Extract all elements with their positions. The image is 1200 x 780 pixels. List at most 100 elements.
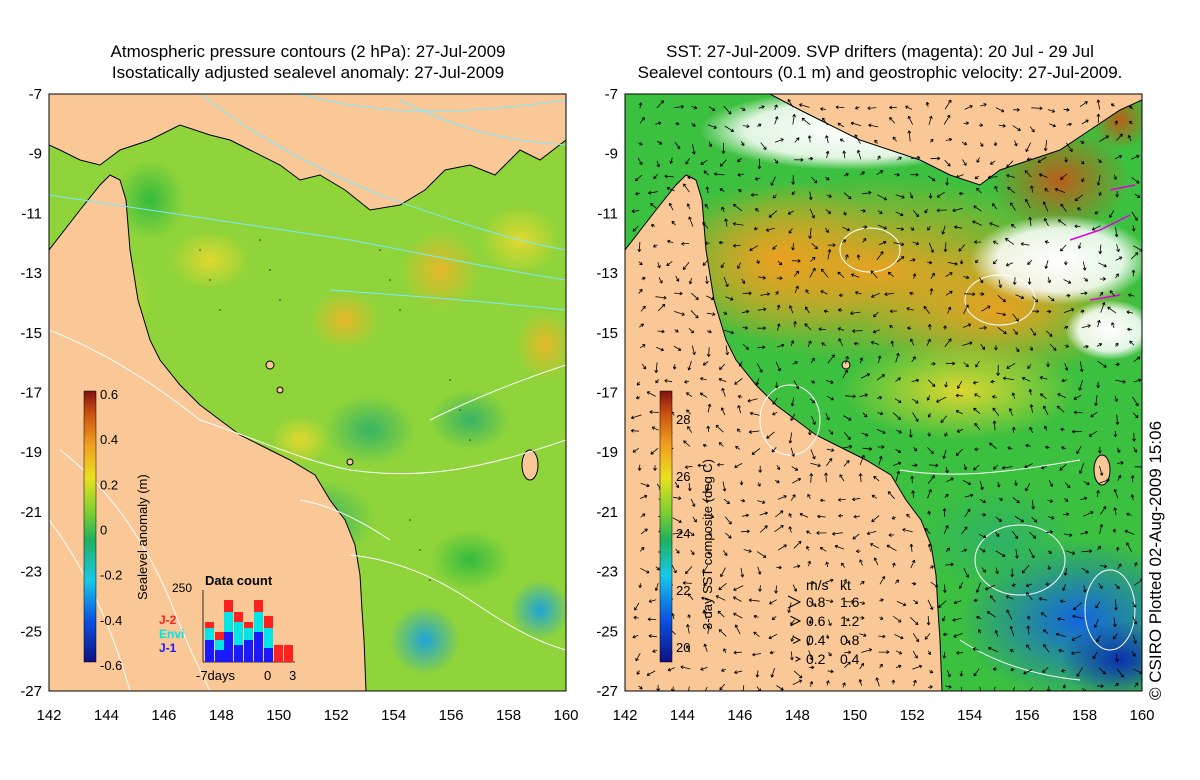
velocity-arrow <box>844 661 851 668</box>
velocity-arrow <box>942 449 947 459</box>
velocity-arrow <box>683 183 690 193</box>
velocity-arrow <box>1001 465 1013 470</box>
velocity-arrow <box>994 345 998 351</box>
velocity-arrow <box>790 619 795 626</box>
velocity-arrow <box>809 600 817 607</box>
velocity-arrow <box>718 240 724 245</box>
velocity-arrow <box>855 291 862 295</box>
velocity-arrow <box>702 361 709 366</box>
velocity-arrow <box>928 115 933 125</box>
velocity-arrow <box>995 550 1006 557</box>
velocity-arrow <box>945 466 949 474</box>
velocity-arrow <box>889 105 897 110</box>
velocity-arrow <box>1096 113 1101 124</box>
velocity-arrow <box>1063 512 1070 517</box>
velocity-arrow <box>740 498 746 503</box>
lat-label: -11 <box>21 205 42 222</box>
velocity-arrow <box>962 341 973 346</box>
velocity-arrow <box>792 361 798 365</box>
velocity-arrow <box>886 544 897 552</box>
velocity-arrow <box>1113 430 1118 438</box>
velocity-arrow <box>787 99 794 108</box>
velocity-arrow <box>719 683 726 691</box>
velocity-arrow <box>701 596 709 601</box>
velocity-arrow <box>687 614 691 619</box>
velocity-arrow <box>912 633 920 643</box>
velocity-arrow <box>1030 185 1034 193</box>
velocity-arrow <box>1021 376 1031 382</box>
velocity-arrow <box>1096 490 1100 498</box>
velocity-arrow <box>686 409 691 415</box>
velocity-arrow <box>1014 140 1018 147</box>
svp-drifter-tracks <box>1069 184 1136 301</box>
velocity-arrow <box>664 379 673 383</box>
velocity-arrow <box>742 325 749 330</box>
velocity-arrow <box>747 398 758 403</box>
velocity-arrow <box>1096 684 1104 689</box>
velocity-arrow <box>1021 564 1030 574</box>
velocity-arrow <box>958 582 964 589</box>
velocity-arrow <box>757 345 766 350</box>
velocity-arrow <box>774 381 779 389</box>
velocity-arrow <box>1094 395 1098 407</box>
velocity-arrow <box>740 107 746 111</box>
velocity-arrow <box>706 295 715 301</box>
left-title-line2: Isostatically adjusted sealevel anomaly:… <box>111 63 505 82</box>
lat-label: -13 <box>596 265 618 282</box>
velocity-arrow <box>926 338 931 346</box>
velocity-arrow <box>895 470 900 482</box>
velocity-arrow <box>843 415 852 421</box>
velocity-arrow <box>1028 548 1035 559</box>
velocity-arrow <box>1009 625 1015 637</box>
velocity-arrow <box>945 177 950 186</box>
credit-text: © CSIRO Plotted 02-Aug-2009 15:06 <box>1146 420 1165 700</box>
velocity-arrow <box>776 276 783 281</box>
velocity-arrow <box>837 271 845 278</box>
velocity-legend-ms: 0.6 <box>806 613 826 629</box>
velocity-arrow <box>1010 202 1016 211</box>
velocity-arrow <box>974 240 982 244</box>
velocity-arrow <box>1081 324 1091 329</box>
velocity-arrow <box>1116 133 1123 141</box>
velocity-arrow <box>928 242 934 253</box>
velocity-arrow <box>979 547 986 553</box>
velocity-arrow <box>1060 599 1066 604</box>
velocity-arrow <box>826 680 830 686</box>
velocity-arrow <box>649 410 659 414</box>
velocity-arrow <box>740 567 745 578</box>
velocity-arrow <box>1116 668 1124 678</box>
sst-tick-label: 22 <box>676 583 690 598</box>
sla-tick-label: 0.4 <box>100 432 118 447</box>
velocity-arrow <box>884 292 895 297</box>
velocity-arrow <box>1130 475 1135 483</box>
velocity-arrow <box>976 157 980 163</box>
velocity-arrow <box>723 105 732 115</box>
velocity-arrow <box>1096 381 1101 389</box>
velocity-arrow <box>945 562 954 567</box>
velocity-arrow <box>755 378 760 386</box>
velocity-arrow <box>754 177 761 181</box>
velocity-arrow <box>736 428 741 433</box>
velocity-arrow <box>1063 325 1069 330</box>
velocity-arrow <box>742 124 750 129</box>
velocity-arrow <box>1073 394 1082 400</box>
lat-label: -19 <box>20 444 42 461</box>
velocity-arrow <box>820 498 826 503</box>
velocity-arrow <box>749 245 759 251</box>
velocity-arrow <box>632 634 639 639</box>
velocity-arrow <box>981 512 987 517</box>
velocity-legend: m/s kt 0.8 1.6 0.6 1.2 0.4 0.8 0.2 0.4 <box>787 577 860 667</box>
velocity-arrow <box>859 559 863 566</box>
velocity-arrow <box>1012 277 1017 285</box>
velocity-arrow <box>774 138 784 143</box>
velocity-arrow <box>790 413 796 421</box>
velocity-arrow <box>705 276 709 284</box>
velocity-arrow <box>666 261 673 266</box>
velocity-arrow <box>819 547 827 552</box>
velocity-arrow <box>1047 550 1052 554</box>
sst-tick-label: 24 <box>676 526 690 541</box>
velocity-arrow <box>944 338 952 348</box>
velocity-arrow <box>790 447 795 457</box>
velocity-arrow <box>1044 240 1050 244</box>
velocity-arrow <box>892 562 896 568</box>
